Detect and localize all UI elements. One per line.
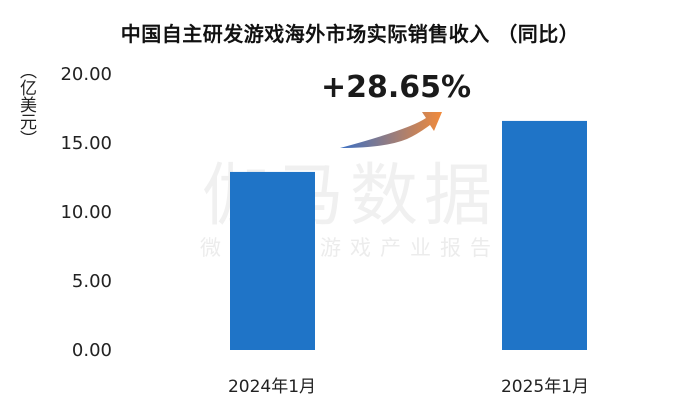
growth-annotation: +28.65% — [321, 70, 472, 105]
x-tick-label: 2025年1月 — [500, 377, 590, 397]
y-tick-label: 0.00 — [71, 340, 112, 361]
x-tick-label: 2024年1月 — [227, 377, 317, 397]
y-tick-label: 10.00 — [60, 202, 112, 223]
y-tick-label: 5.00 — [71, 271, 112, 292]
bar-2025年1月 — [502, 120, 587, 350]
chart-title: 中国自主研发游戏海外市场实际销售收入 （同比） — [120, 22, 580, 46]
bar-2024年1月 — [230, 171, 315, 350]
y-tick-label: 20.00 — [60, 64, 112, 85]
y-axis-unit-label: （亿美元） — [16, 62, 36, 147]
y-tick-label: 15.00 — [60, 133, 112, 154]
growth-arrow-body — [340, 112, 442, 148]
